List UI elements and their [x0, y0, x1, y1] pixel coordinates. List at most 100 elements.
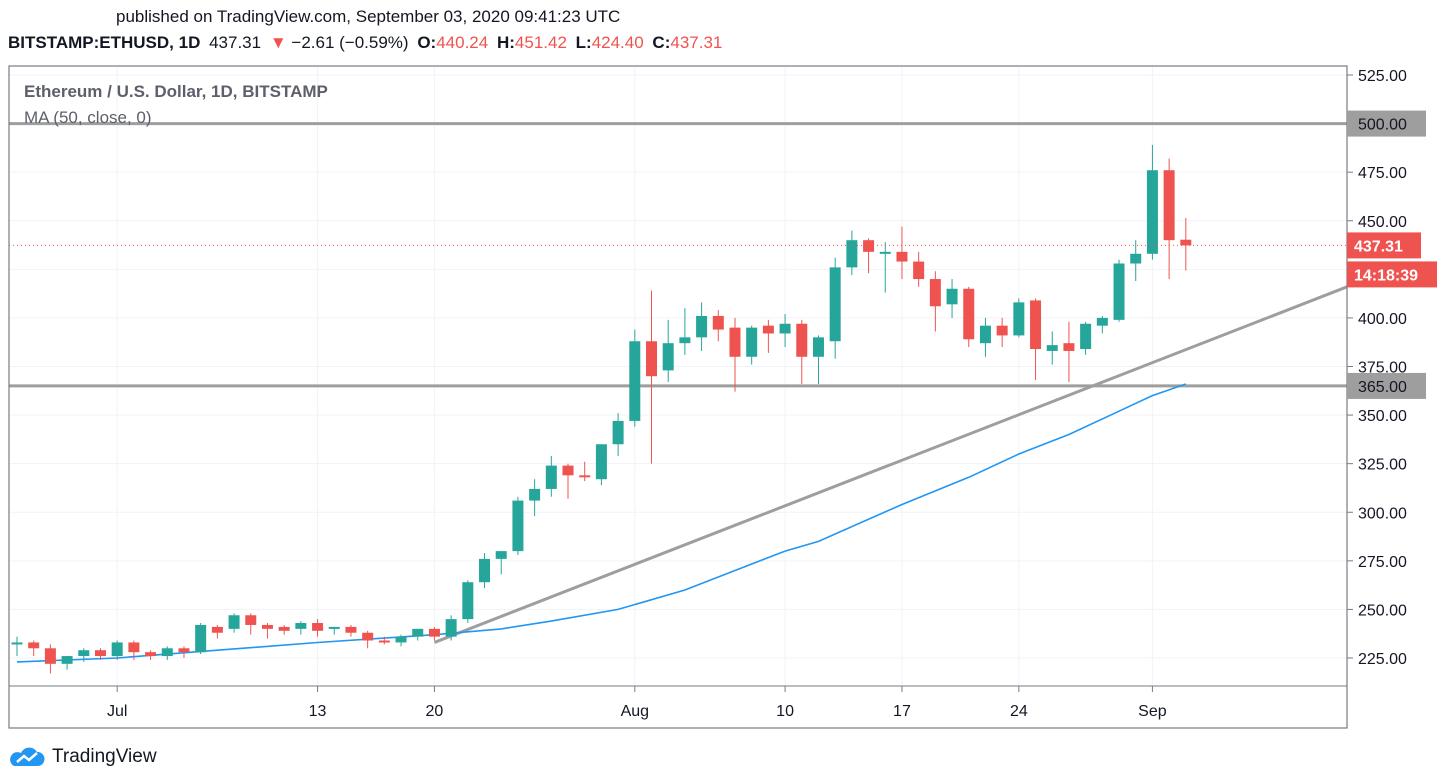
candle-body: [1130, 253, 1142, 264]
time-tick-label: 24: [1010, 703, 1028, 720]
candle-body: [629, 341, 641, 421]
high-label: H:: [496, 33, 515, 52]
price-axis: 225.00 250.00 275.00 300.00 325.00 350.00 375.…: [1347, 68, 1407, 668]
candle: [312, 619, 324, 637]
open-label: O:: [417, 33, 437, 52]
candle-body: [796, 323, 808, 357]
candle: [178, 646, 190, 658]
level-tag: [1347, 372, 1426, 399]
candle-body: [929, 279, 941, 307]
candle-body: [161, 648, 173, 657]
chart-grid: [9, 66, 1347, 686]
time-tick-label: 20: [426, 703, 444, 720]
candle: [412, 628, 424, 641]
candle-body: [428, 628, 440, 637]
candle: [495, 551, 507, 575]
candle: [696, 302, 708, 351]
candle-body: [328, 626, 340, 629]
candle-body: [979, 325, 991, 344]
candle-body: [1163, 170, 1175, 241]
candle-body: [1146, 170, 1158, 254]
time-tick-label: 10: [776, 703, 794, 720]
candle: [1113, 259, 1125, 322]
candle-body: [479, 558, 491, 583]
price-tick-label: 525.00: [1358, 68, 1407, 85]
candle-body: [378, 640, 390, 643]
candle: [145, 650, 157, 660]
candle-body: [896, 251, 908, 262]
candle: [44, 644, 56, 674]
candle: [462, 580, 474, 624]
candle: [579, 461, 591, 482]
candle-body: [195, 624, 207, 653]
ma-50-line: [16, 383, 1187, 663]
candle-body: [762, 325, 774, 334]
candle-body: [712, 315, 724, 330]
candle-body: [261, 624, 273, 629]
candle-body: [679, 337, 691, 344]
candle-body: [145, 652, 157, 657]
candle: [829, 257, 841, 359]
candle: [345, 624, 357, 637]
candle: [595, 444, 607, 486]
candle: [1163, 158, 1175, 280]
published-note: published on TradingView.com, September …: [116, 7, 621, 26]
candle-body: [395, 636, 407, 643]
candle-body: [295, 623, 307, 629]
price-tick-label: 275.00: [1358, 554, 1407, 571]
candle-body: [863, 240, 875, 252]
candle: [228, 613, 240, 633]
time-axis: Jul 13 20 Aug 10 17 24 Sep: [107, 686, 1167, 720]
candle-body: [779, 323, 791, 334]
time-tick-label: Jul: [107, 703, 127, 720]
candle-body: [1096, 317, 1108, 326]
candle: [512, 496, 524, 556]
candle: [261, 623, 273, 639]
candle: [779, 314, 791, 348]
level-tag: [1347, 110, 1426, 137]
candle-body: [278, 626, 290, 631]
candle: [846, 230, 858, 276]
price-tick-label: 450.00: [1358, 214, 1407, 231]
candle: [662, 319, 674, 383]
candle-body: [94, 650, 106, 657]
candle: [879, 242, 891, 293]
candle-body: [11, 642, 23, 645]
candle: [78, 648, 90, 662]
level-tag-label: 500.00: [1358, 117, 1407, 134]
price-tick-label: 225.00: [1358, 651, 1407, 668]
candle-body: [1180, 239, 1192, 246]
trendline-layer: [433, 285, 1348, 644]
candle: [612, 413, 624, 456]
price-chart[interactable]: 225.00 250.00 275.00 300.00 325.00 350.00 375.…: [0, 0, 1454, 744]
candle: [545, 455, 557, 497]
candle-body: [579, 475, 591, 478]
time-tick-label: Sep: [1138, 703, 1167, 720]
legend-indicator[interactable]: MA (50, close, 0): [24, 108, 152, 127]
candle-body: [1046, 345, 1058, 351]
candle-body: [128, 642, 140, 653]
candle-body: [1063, 343, 1075, 351]
tradingview-cloud-icon: [10, 747, 45, 766]
candle-body: [28, 642, 40, 649]
trendline: [433, 285, 1348, 644]
candle-body: [646, 341, 657, 377]
candle-body: [512, 500, 524, 552]
candle: [712, 310, 724, 342]
candle-body: [345, 626, 357, 633]
candle-body: [612, 420, 624, 445]
candle-body: [946, 288, 958, 305]
candle-body: [1013, 302, 1025, 336]
candle: [812, 335, 824, 384]
symbol-label[interactable]: BITSTAMP:ETHUSD, 1D: [8, 33, 201, 52]
level-tag-label: 365.00: [1358, 379, 1407, 396]
candle-body: [312, 623, 324, 631]
candle: [11, 636, 23, 657]
candle: [328, 626, 340, 635]
open-value: 440.24: [436, 33, 489, 52]
tradingview-logo[interactable]: TradingView: [8, 744, 157, 770]
high-value: 451.42: [514, 33, 567, 52]
ma-layer: [16, 383, 1187, 663]
candle-body: [696, 315, 708, 338]
down-triangle-icon: ▼: [269, 33, 287, 52]
